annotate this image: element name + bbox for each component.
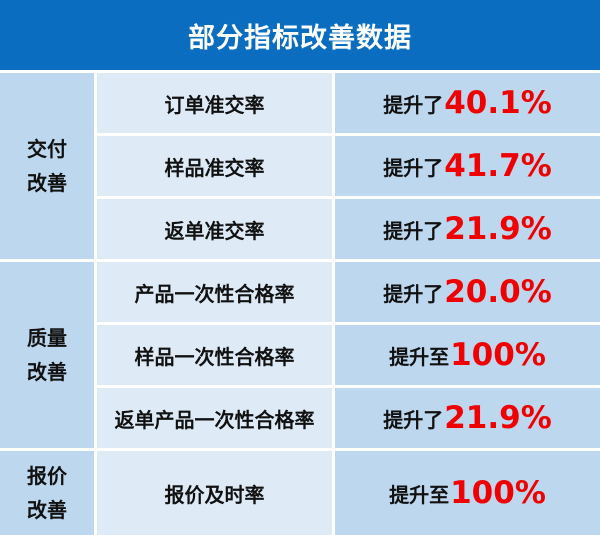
group-label-line: 报价	[27, 464, 67, 488]
metrics-table: 交付 改善 订单准交率 提升了 40.1% 样品准交率 提升了 41.7% 返单准交率 提升了 21…	[0, 73, 600, 535]
metric-name: 样品准交率	[97, 136, 332, 196]
change-value: 40.1%	[444, 85, 552, 121]
metric-value-cell: 提升至 100%	[335, 451, 600, 535]
group-label-line: 改善	[27, 498, 67, 522]
group-label: 报价 改善	[0, 451, 94, 535]
metric-name: 产品一次性合格率	[97, 262, 332, 322]
metric-value-cell: 提升了 21.9%	[335, 199, 600, 259]
change-value: 21.9%	[444, 400, 552, 436]
metric-name: 返单准交率	[97, 199, 332, 259]
group-label-line: 改善	[27, 360, 67, 384]
group-label-line: 质量	[27, 326, 67, 350]
metric-value-cell: 提升了 20.0%	[335, 262, 600, 322]
metric-name: 报价及时率	[97, 451, 332, 535]
change-prefix: 提升了	[383, 92, 444, 117]
change-prefix: 提升至	[389, 344, 450, 369]
change-prefix: 提升了	[383, 155, 444, 180]
change-value: 20.0%	[444, 274, 552, 310]
change-prefix: 提升了	[383, 218, 444, 243]
change-value: 41.7%	[444, 148, 552, 184]
metric-name: 订单准交率	[97, 73, 332, 133]
group-label: 交付 改善	[0, 73, 94, 259]
metric-value-cell: 提升了 21.9%	[335, 388, 600, 448]
change-prefix: 提升了	[383, 281, 444, 306]
metric-value-cell: 提升了 40.1%	[335, 73, 600, 133]
change-value: 21.9%	[444, 211, 552, 247]
group-label-line: 改善	[27, 171, 67, 195]
change-prefix: 提升至	[389, 482, 450, 507]
change-prefix: 提升了	[383, 407, 444, 432]
change-value: 100%	[450, 475, 546, 511]
group-label-line: 交付	[27, 137, 67, 161]
metric-name: 返单产品一次性合格率	[97, 388, 332, 448]
metric-value-cell: 提升了 41.7%	[335, 136, 600, 196]
metric-name: 样品一次性合格率	[97, 325, 332, 385]
page-title: 部分指标改善数据	[0, 0, 600, 70]
group-label: 质量 改善	[0, 262, 94, 448]
metric-value-cell: 提升至 100%	[335, 325, 600, 385]
change-value: 100%	[450, 337, 546, 373]
